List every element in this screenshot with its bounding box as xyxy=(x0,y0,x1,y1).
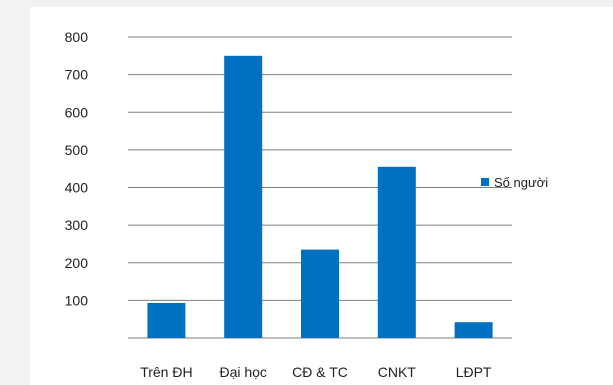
x-tick-label-2: Đại học xyxy=(219,364,266,380)
legend-swatch xyxy=(481,178,489,186)
bar-2 xyxy=(224,55,263,338)
y-tick-label-100: 100 xyxy=(65,292,89,308)
x-axis-tick-labels: Trên ĐH Đại học CĐ & TC CNKT LĐPT xyxy=(140,364,492,380)
y-tick-label-400: 400 xyxy=(65,180,89,196)
y-tick-label-200: 200 xyxy=(65,255,89,271)
y-tick-label-600: 600 xyxy=(65,104,89,120)
bar-1 xyxy=(147,303,186,338)
bar-4 xyxy=(377,166,416,338)
x-tick-label-4: CNKT xyxy=(378,364,417,380)
x-tick-label-3: CĐ & TC xyxy=(292,364,348,380)
y-tick-label-300: 300 xyxy=(65,217,89,233)
x-tick-label-1: Trên ĐH xyxy=(140,364,192,380)
y-tick-label-800: 800 xyxy=(65,29,89,45)
bars xyxy=(147,55,493,338)
legend-label-so-nguoi: Số người xyxy=(494,175,548,190)
bar-3 xyxy=(301,249,339,338)
x-tick-label-5: LĐPT xyxy=(456,364,492,380)
y-tick-label-500: 500 xyxy=(65,142,89,158)
y-axis-tick-labels: 100 200 300 400 500 600 700 800 xyxy=(65,29,89,308)
y-tick-label-700: 700 xyxy=(65,67,89,83)
bar-5 xyxy=(454,322,493,338)
legend: Số người xyxy=(481,175,548,190)
